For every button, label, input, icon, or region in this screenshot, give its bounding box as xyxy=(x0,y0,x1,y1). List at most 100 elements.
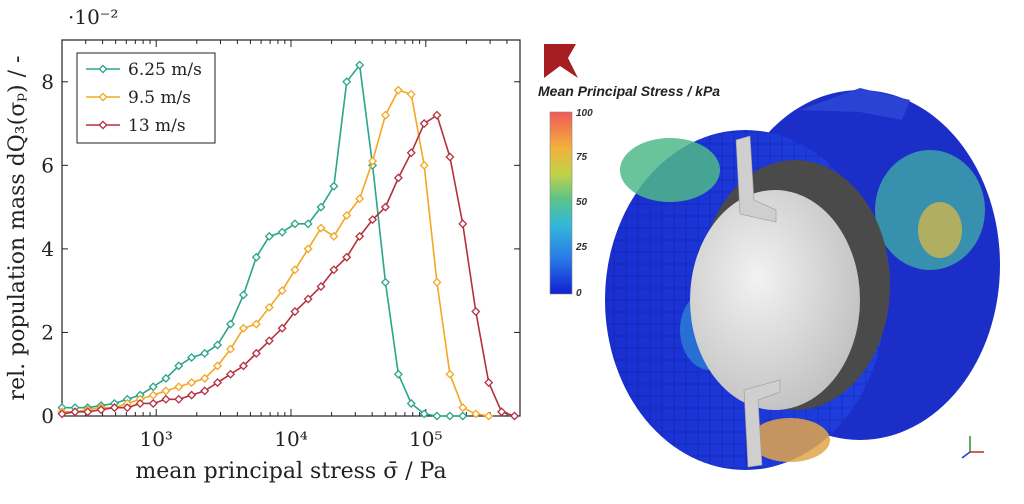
series-layer xyxy=(57,60,519,421)
data-point xyxy=(458,411,468,421)
data-point xyxy=(419,119,429,129)
stress-hotspot xyxy=(620,138,720,202)
colorbar-tick-label: 100 xyxy=(576,108,593,119)
data-point xyxy=(96,405,106,415)
colorbar: 100 75 50 25 0 xyxy=(549,108,593,299)
y-exponent-label: ·10⁻² xyxy=(68,5,118,29)
data-point xyxy=(445,369,455,379)
stress-hotspot xyxy=(750,418,830,462)
data-point xyxy=(458,219,468,229)
colorbar-gradient xyxy=(549,111,573,295)
data-point xyxy=(342,77,352,87)
data-point xyxy=(471,307,481,317)
x-tick-label: 10³ xyxy=(139,427,172,451)
data-point xyxy=(277,286,287,296)
simulation-panel: Mean Principal Stress / kPa 100 75 50 25… xyxy=(530,0,1024,500)
data-point xyxy=(213,340,223,350)
data-point xyxy=(303,219,313,229)
data-point xyxy=(109,403,119,413)
data-point xyxy=(161,386,171,396)
data-point xyxy=(484,411,494,421)
data-point xyxy=(471,409,481,419)
data-point xyxy=(316,223,326,233)
legend-samples xyxy=(86,64,120,130)
drum-blade-bottom xyxy=(743,379,781,468)
data-point xyxy=(368,156,378,166)
x-tick-label: 10⁵ xyxy=(409,427,442,451)
data-point xyxy=(277,227,287,237)
data-point xyxy=(290,219,300,229)
data-point xyxy=(419,160,429,170)
series-line xyxy=(61,113,515,417)
data-point xyxy=(264,336,274,346)
chart: ·10⁻² mean principal stress σ̄ / Pa rel.… xyxy=(5,5,521,484)
data-point xyxy=(251,319,261,329)
data-point xyxy=(290,307,300,317)
data-point xyxy=(148,382,158,392)
x-axis-label: mean principal stress σ̄ / Pa xyxy=(135,459,446,484)
data-point xyxy=(264,302,274,312)
data-point xyxy=(329,231,339,241)
data-point xyxy=(122,403,132,413)
data-point xyxy=(174,361,184,371)
data-point xyxy=(432,411,442,421)
data-point xyxy=(316,281,326,292)
data-point xyxy=(406,148,416,158)
data-point xyxy=(329,181,339,191)
data-point xyxy=(148,398,158,408)
data-point xyxy=(419,409,429,419)
data-point xyxy=(187,390,197,400)
data-point xyxy=(213,378,223,388)
data-point xyxy=(368,215,378,225)
legend-label: 13 m/s xyxy=(128,116,186,136)
data-point xyxy=(200,348,210,358)
data-point xyxy=(226,369,236,379)
stress-hotspot xyxy=(918,202,962,258)
colorbar-title: Mean Principal Stress / kPa xyxy=(538,83,720,99)
data-point xyxy=(57,409,67,419)
drum-blade-top xyxy=(735,135,777,223)
data-point xyxy=(174,394,184,404)
data-point xyxy=(393,85,403,95)
data-point xyxy=(251,348,261,358)
data-point xyxy=(303,294,313,304)
legend-marker xyxy=(98,64,108,74)
y-tick-label: 0 xyxy=(41,404,54,428)
y-tick-label: 2 xyxy=(41,320,54,344)
data-point xyxy=(380,202,390,212)
colorbar-tick-label: 75 xyxy=(576,152,588,163)
axis-triad-icon xyxy=(961,436,984,459)
x-tick-labels: 10³ 10⁴ 10⁵ xyxy=(139,427,442,451)
data-point xyxy=(380,277,390,287)
data-point xyxy=(238,361,248,371)
data-point xyxy=(342,252,352,262)
data-point xyxy=(355,194,365,204)
data-point xyxy=(238,290,248,300)
data-point xyxy=(83,407,93,417)
data-point xyxy=(238,323,248,333)
legend-label: 9.5 m/s xyxy=(128,88,191,108)
colorbar-tick-label: 50 xyxy=(576,197,588,208)
x-tick-label: 10⁴ xyxy=(274,427,307,451)
drum-mesh xyxy=(605,88,1000,470)
data-point xyxy=(380,110,390,120)
drum-flange xyxy=(800,88,910,120)
software-logo xyxy=(544,44,578,78)
data-point xyxy=(161,373,171,383)
data-point xyxy=(200,386,210,396)
data-point xyxy=(303,244,313,254)
data-point xyxy=(200,373,210,383)
data-point xyxy=(355,60,365,70)
legend-marker xyxy=(98,92,108,102)
data-point xyxy=(509,411,519,421)
y-tick-label: 6 xyxy=(41,153,54,177)
data-point xyxy=(406,398,416,408)
data-point xyxy=(290,265,300,275)
data-point xyxy=(432,110,442,120)
data-point xyxy=(329,265,339,275)
y-tick-label: 4 xyxy=(41,237,54,261)
data-point xyxy=(187,352,197,363)
data-point xyxy=(342,210,352,220)
y-axis-label: rel. population mass dQ₃(σₚ) / - xyxy=(5,56,30,401)
data-point xyxy=(251,252,261,262)
